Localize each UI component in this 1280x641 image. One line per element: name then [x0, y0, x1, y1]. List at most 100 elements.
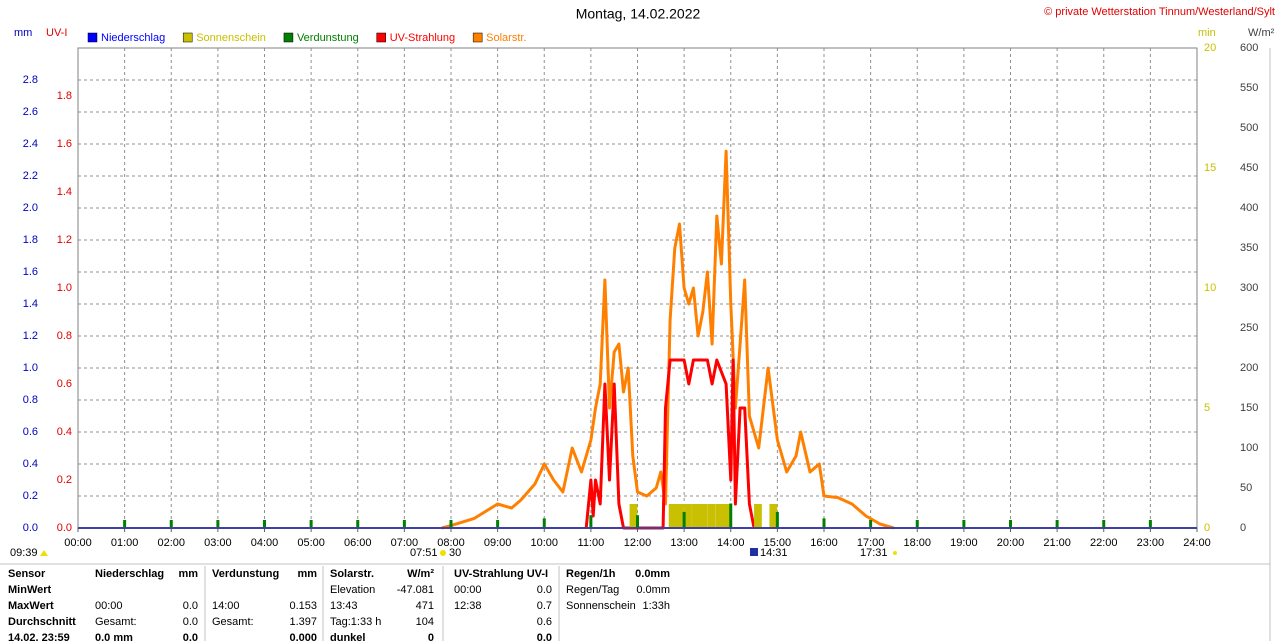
sun-icon: [40, 550, 48, 556]
y4-tick-label: 300: [1240, 282, 1258, 294]
legend-swatch: [376, 32, 386, 43]
y3-tick-label: 15: [1204, 162, 1216, 174]
table-cell: Gesamt:: [95, 616, 137, 628]
bar: [775, 512, 779, 528]
bar: [542, 518, 546, 528]
bar: [915, 520, 919, 528]
table-cell: 0.0: [183, 600, 198, 612]
y-tick-label: 2.2: [23, 170, 38, 182]
table-cell: 104: [416, 616, 434, 628]
x-tick-label: 16:00: [810, 537, 838, 549]
table-cell: 13:43: [330, 600, 358, 612]
table-cell: 12:38: [454, 600, 482, 612]
y4-tick-label: 0: [1240, 522, 1246, 534]
table-cell: Regen/Tag: [566, 584, 619, 596]
table-cell: mm: [178, 568, 198, 580]
x-tick-label: 13:00: [670, 537, 698, 549]
table-cell: 1:33h: [642, 600, 670, 612]
table-cell: 0.0: [183, 632, 198, 641]
table-cell: 0.7: [537, 600, 552, 612]
x-tick-label: 22:00: [1090, 537, 1118, 549]
table-cell: dunkel: [330, 632, 365, 641]
y2-tick-label: 0.2: [57, 474, 72, 486]
y3-tick-label: 20: [1204, 42, 1216, 54]
y2-tick-label: 1.8: [57, 90, 72, 102]
x-tick-label: 02:00: [157, 537, 185, 549]
legend-swatch: [472, 32, 483, 43]
bar: [699, 504, 708, 528]
y3-tick-label: 5: [1204, 402, 1210, 414]
y2-tick-label: 0.6: [57, 378, 72, 390]
table-cell: Tag:1:33 h: [330, 616, 381, 628]
x-tick-label: 17:00: [857, 537, 885, 549]
bar: [682, 512, 686, 528]
y4-tick-label: 200: [1240, 362, 1258, 374]
table-cell: MinWert: [8, 584, 52, 596]
bar: [309, 520, 313, 528]
bar: [402, 520, 406, 528]
x-tick-label: 01:00: [111, 537, 139, 549]
legend-label: Verdunstung: [297, 32, 359, 44]
x-tick-label: 07:00: [391, 537, 419, 549]
bar: [1148, 520, 1152, 528]
y-tick-label: 1.0: [23, 362, 38, 374]
table-cell: 1.397: [289, 616, 317, 628]
bar: [822, 518, 826, 528]
table-cell: 0.0: [537, 632, 552, 641]
y-tick-label: 0.6: [23, 426, 38, 438]
moon-icon: [750, 548, 758, 556]
x-tick-label: 11:00: [578, 537, 605, 549]
sun-icon: [893, 551, 897, 555]
bar: [869, 520, 873, 528]
y-tick-label: 1.4: [23, 298, 38, 310]
y4-tick-label: 350: [1240, 242, 1258, 254]
bar: [668, 504, 677, 528]
y2-tick-label: 1.4: [57, 186, 72, 198]
table-cell: Sensor: [8, 568, 46, 580]
x-tick-label: 05:00: [297, 537, 325, 549]
x-tick-label: 14:00: [717, 537, 745, 549]
bar: [722, 504, 731, 528]
table-cell: mm: [297, 568, 317, 580]
table-cell: 0.0: [537, 584, 552, 596]
bar: [636, 515, 639, 528]
bar: [1055, 520, 1059, 528]
bar: [676, 504, 684, 528]
line: [441, 149, 895, 530]
y-tick-label: 1.6: [23, 266, 38, 278]
x-tick-label: 03:00: [204, 537, 232, 549]
table-cell: Gesamt:: [212, 616, 254, 628]
annotation: 09:39: [10, 547, 38, 559]
y4-tick-label: 50: [1240, 482, 1252, 494]
x-tick-label: 08:00: [437, 537, 465, 549]
y3-tick-label: 10: [1204, 282, 1216, 294]
bar: [263, 520, 266, 528]
table-cell: 00:00: [95, 600, 123, 612]
legend-swatch: [182, 32, 193, 43]
table-cell: 14.02. 23:59: [8, 632, 70, 641]
y2-tick-label: 1.2: [57, 234, 72, 246]
annotation: 07:51: [410, 547, 438, 559]
y2-axis-label: UV-I: [46, 27, 67, 39]
y-tick-label: 2.8: [23, 74, 38, 86]
bar: [962, 520, 966, 528]
y-tick-label: 2.4: [23, 138, 38, 150]
y4-tick-label: 550: [1240, 82, 1258, 94]
table-cell: UV-Strahlung UV-I: [454, 568, 548, 580]
y2-tick-label: 1.6: [57, 138, 72, 150]
table-cell: Sonnenschein: [566, 600, 636, 612]
annotation: 17:31: [860, 547, 888, 559]
y4-tick-label: 450: [1240, 162, 1258, 174]
y2-tick-label: 0.0: [57, 522, 72, 534]
table-cell: 0.6: [537, 616, 552, 628]
x-tick-label: 12:00: [624, 537, 652, 549]
y-tick-label: 2.6: [23, 106, 38, 118]
y-axis-label: mm: [14, 27, 32, 39]
table-cell: W/m²: [407, 568, 434, 580]
bar: [1102, 520, 1106, 528]
legend-label: UV-Strahlung: [390, 32, 455, 44]
legend-label: Niederschlag: [101, 32, 165, 44]
x-tick-label: 09:00: [484, 537, 512, 549]
bar: [496, 520, 500, 528]
y-tick-label: 1.2: [23, 330, 38, 342]
